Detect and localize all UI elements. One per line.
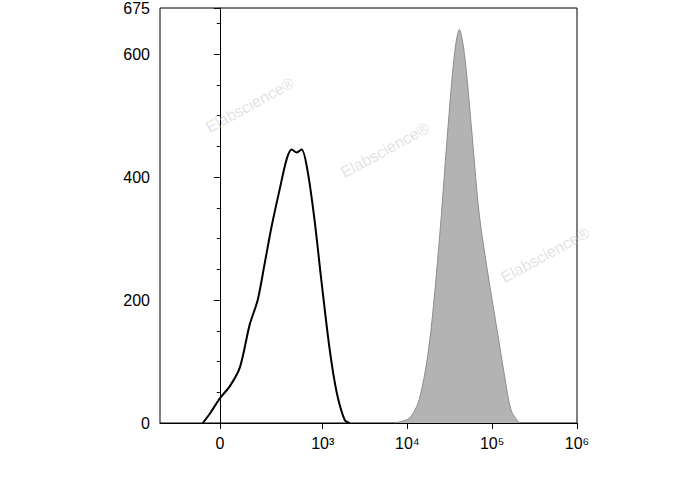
svg-text:675: 675 <box>123 0 150 17</box>
svg-text:400: 400 <box>123 169 150 186</box>
svg-text:600: 600 <box>123 46 150 63</box>
svg-text:0: 0 <box>141 415 150 432</box>
svg-text:Elabscience®: Elabscience® <box>498 224 592 286</box>
svg-text:10⁵: 10⁵ <box>480 435 504 452</box>
svg-text:Elabscience®: Elabscience® <box>338 119 432 181</box>
svg-text:10³: 10³ <box>311 435 335 452</box>
svg-text:10⁴: 10⁴ <box>395 435 420 452</box>
svg-text:200: 200 <box>123 292 150 309</box>
svg-text:10⁶: 10⁶ <box>565 435 589 452</box>
svg-text:Elabscience®: Elabscience® <box>203 74 297 136</box>
svg-text:0: 0 <box>215 435 224 452</box>
